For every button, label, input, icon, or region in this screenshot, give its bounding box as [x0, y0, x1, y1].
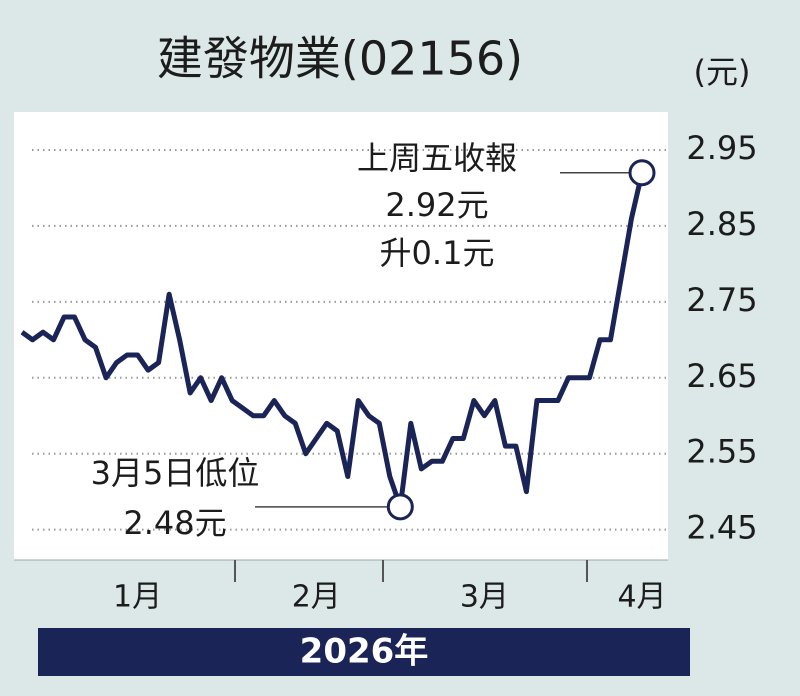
annotation: 2.92元: [385, 186, 488, 224]
y-tick-label: 2.95: [686, 129, 757, 167]
y-tick-label: 2.55: [686, 433, 757, 471]
plot-area: [14, 112, 668, 560]
y-tick-label: 2.45: [686, 509, 757, 547]
x-tick-label: 3月: [460, 580, 509, 615]
annotation: 升0.1元: [380, 234, 495, 272]
year-label: 2026年: [300, 632, 429, 672]
annotation: 3月5日低位: [91, 454, 260, 492]
y-tick-label: 2.75: [686, 281, 757, 319]
x-tick-label: 2月: [292, 580, 341, 615]
x-tick-label: 4月: [617, 580, 666, 615]
y-tick-label: 2.85: [686, 205, 757, 243]
point-marker: [628, 159, 656, 187]
annotation: 2.48元: [123, 504, 226, 542]
x-tick-label: 1月: [113, 580, 162, 615]
point-marker: [386, 493, 414, 521]
y-unit: (元): [694, 53, 751, 91]
y-tick-label: 2.65: [686, 357, 757, 395]
annotation: 上周五收報: [357, 139, 517, 177]
price-line: [20, 172, 645, 510]
year-bar: [38, 628, 690, 676]
chart-title: 建發物業(02156): [157, 32, 523, 86]
